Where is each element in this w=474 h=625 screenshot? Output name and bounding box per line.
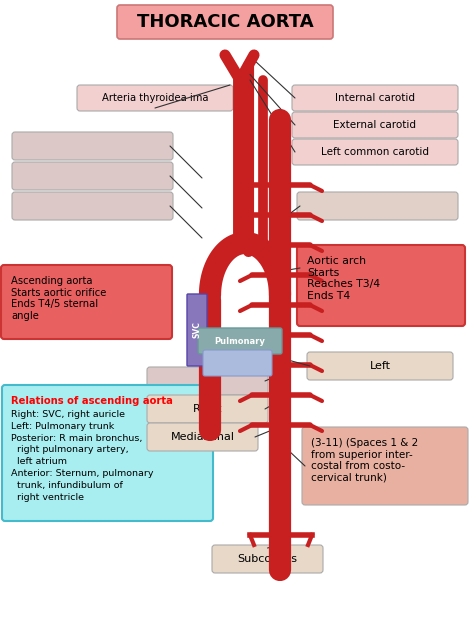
Text: SVC: SVC — [192, 321, 201, 339]
Text: Right: SVC, right auricle
Left: Pulmonary trunk
Posterior: R main bronchus,
  ri: Right: SVC, right auricle Left: Pulmonar… — [11, 410, 154, 502]
FancyBboxPatch shape — [302, 427, 468, 505]
Text: Relations of ascending aorta: Relations of ascending aorta — [11, 396, 173, 406]
Text: Subcostals: Subcostals — [237, 554, 298, 564]
Text: Internal carotid: Internal carotid — [335, 93, 415, 103]
FancyBboxPatch shape — [307, 352, 453, 380]
Text: Aortic arch
Starts
Reaches T3/4
Ends T4: Aortic arch Starts Reaches T3/4 Ends T4 — [307, 256, 380, 301]
FancyBboxPatch shape — [203, 350, 272, 376]
Text: Ascending aorta
Starts aortic orifice
Ends T4/5 sternal
angle: Ascending aorta Starts aortic orifice En… — [11, 276, 106, 321]
FancyBboxPatch shape — [212, 545, 323, 573]
FancyBboxPatch shape — [198, 328, 282, 354]
FancyBboxPatch shape — [12, 162, 173, 190]
FancyBboxPatch shape — [292, 85, 458, 111]
Text: Left: Left — [370, 361, 391, 371]
FancyBboxPatch shape — [297, 192, 458, 220]
Text: Arteria thyroidea ima: Arteria thyroidea ima — [102, 93, 208, 103]
FancyBboxPatch shape — [187, 294, 207, 366]
Text: THORACIC AORTA: THORACIC AORTA — [137, 13, 313, 31]
FancyBboxPatch shape — [2, 385, 213, 521]
FancyBboxPatch shape — [147, 395, 268, 423]
FancyBboxPatch shape — [1, 265, 172, 339]
FancyBboxPatch shape — [292, 139, 458, 165]
FancyBboxPatch shape — [12, 192, 173, 220]
FancyBboxPatch shape — [297, 245, 465, 326]
Text: (3-11) (Spaces 1 & 2
from superior inter-
costal from costo-
cervical trunk): (3-11) (Spaces 1 & 2 from superior inter… — [311, 438, 418, 483]
FancyBboxPatch shape — [147, 367, 268, 395]
Text: External carotid: External carotid — [334, 120, 417, 130]
Text: Right: Right — [193, 404, 222, 414]
Text: Left common carotid: Left common carotid — [321, 147, 429, 157]
FancyBboxPatch shape — [77, 85, 233, 111]
FancyBboxPatch shape — [292, 112, 458, 138]
FancyBboxPatch shape — [117, 5, 333, 39]
Text: Pulmonary: Pulmonary — [215, 336, 265, 346]
FancyBboxPatch shape — [147, 423, 258, 451]
FancyBboxPatch shape — [12, 132, 173, 160]
Text: Mediastinal: Mediastinal — [171, 432, 235, 442]
